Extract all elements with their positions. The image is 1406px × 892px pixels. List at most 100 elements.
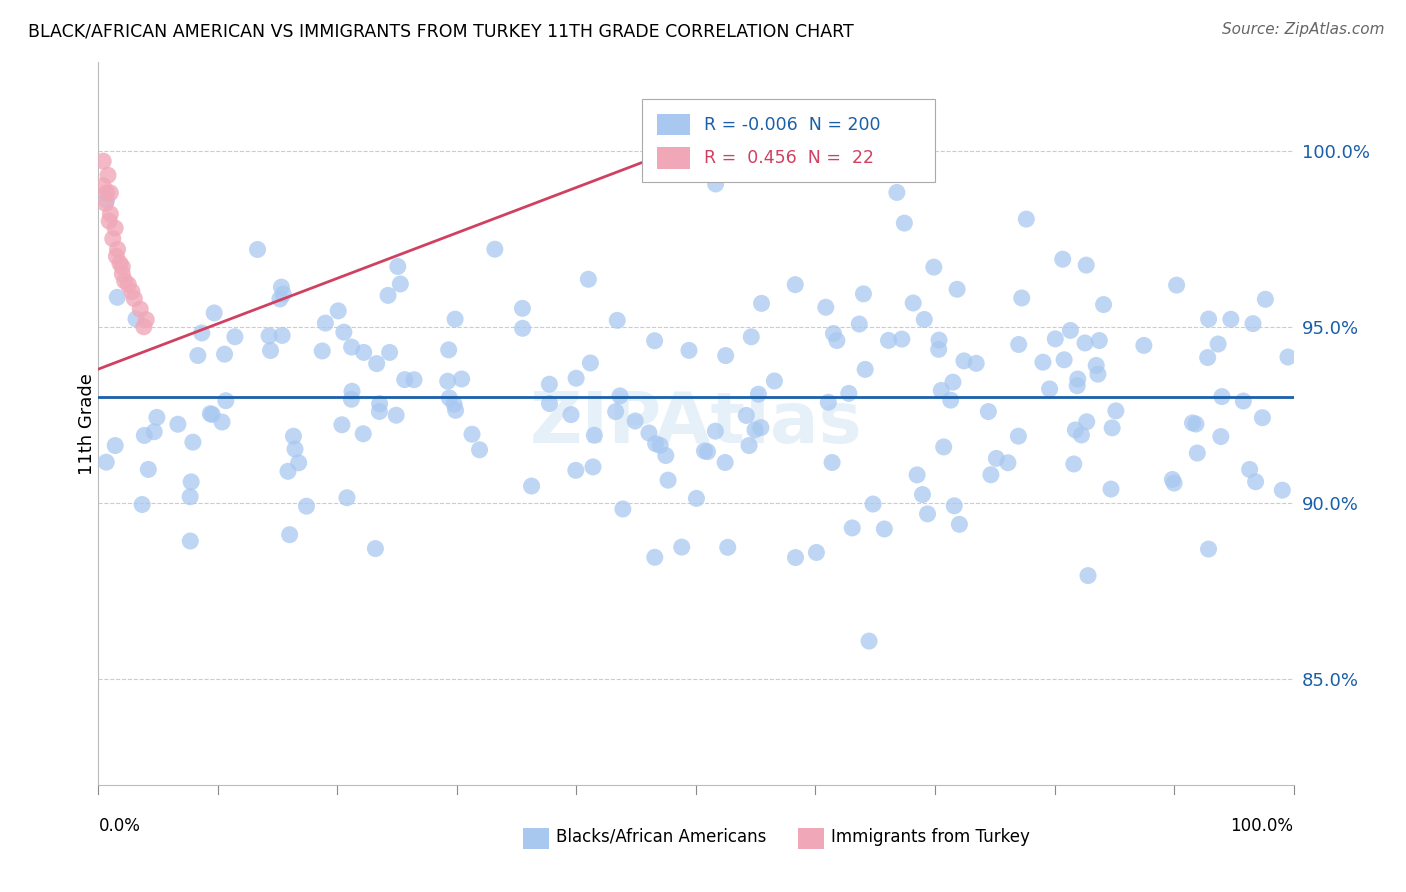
- Point: [1092, 297, 1115, 311]
- Point: [135, 312, 157, 326]
- Point: [333, 325, 356, 339]
- Point: [1059, 323, 1081, 337]
- Point: [1085, 359, 1108, 373]
- Point: [735, 409, 758, 423]
- Point: [1099, 482, 1122, 496]
- Point: [638, 425, 661, 440]
- Point: [738, 438, 761, 452]
- Point: [352, 426, 374, 441]
- Point: [905, 467, 928, 482]
- Point: [311, 343, 333, 358]
- Point: [143, 425, 166, 439]
- Point: [246, 243, 269, 257]
- Point: [271, 328, 294, 343]
- Point: [751, 296, 773, 310]
- Point: [890, 332, 912, 346]
- Point: [270, 280, 292, 294]
- Point: [468, 442, 491, 457]
- Point: [749, 420, 772, 434]
- Point: [385, 408, 408, 422]
- Point: [893, 216, 915, 230]
- Point: [104, 438, 127, 452]
- Point: [353, 345, 375, 359]
- Point: [1008, 337, 1031, 351]
- Point: [278, 527, 301, 541]
- Point: [125, 312, 148, 326]
- Point: [129, 302, 152, 317]
- Point: [364, 541, 387, 556]
- Point: [200, 407, 222, 421]
- Point: [132, 319, 155, 334]
- Point: [565, 463, 588, 477]
- Point: [257, 328, 280, 343]
- Point: [444, 312, 467, 326]
- Point: [201, 408, 224, 422]
- Point: [314, 316, 336, 330]
- Point: [328, 304, 350, 318]
- Point: [911, 487, 934, 501]
- Point: [1187, 446, 1209, 460]
- Point: [111, 260, 134, 274]
- Point: [202, 306, 225, 320]
- Point: [806, 545, 828, 559]
- Point: [378, 345, 401, 359]
- Point: [1166, 278, 1188, 293]
- Point: [817, 395, 839, 409]
- Point: [823, 326, 845, 341]
- Point: [678, 343, 700, 358]
- Point: [1181, 416, 1204, 430]
- Point: [917, 507, 939, 521]
- Point: [1271, 483, 1294, 498]
- Point: [657, 473, 679, 487]
- Point: [336, 491, 359, 505]
- Point: [108, 256, 131, 270]
- Point: [111, 267, 134, 281]
- Point: [96, 455, 118, 469]
- Point: [187, 349, 209, 363]
- Point: [644, 550, 666, 565]
- Point: [368, 397, 391, 411]
- Point: [1163, 476, 1185, 491]
- Point: [1198, 312, 1220, 326]
- Point: [1101, 421, 1123, 435]
- Point: [181, 435, 204, 450]
- Text: Source: ZipAtlas.com: Source: ZipAtlas.com: [1222, 22, 1385, 37]
- Point: [340, 384, 363, 399]
- Point: [98, 186, 122, 200]
- Point: [1161, 473, 1184, 487]
- Point: [538, 377, 561, 392]
- Point: [747, 387, 769, 401]
- Point: [560, 408, 582, 422]
- Point: [131, 498, 153, 512]
- Point: [444, 403, 467, 417]
- Point: [96, 186, 118, 200]
- Point: [94, 196, 117, 211]
- Point: [98, 214, 121, 228]
- Point: [538, 396, 561, 410]
- Text: ZIPAtlas: ZIPAtlas: [530, 389, 862, 458]
- Point: [512, 301, 534, 316]
- Point: [96, 193, 118, 207]
- Point: [814, 300, 837, 314]
- Point: [977, 404, 1000, 418]
- Point: [1206, 337, 1229, 351]
- Point: [1067, 372, 1090, 386]
- Point: [948, 517, 970, 532]
- Point: [1052, 252, 1074, 267]
- Point: [583, 428, 606, 442]
- Point: [901, 296, 924, 310]
- Point: [1254, 293, 1277, 307]
- Point: [295, 499, 318, 513]
- Point: [1087, 367, 1109, 381]
- Point: [1241, 317, 1264, 331]
- Point: [886, 186, 908, 200]
- Point: [1198, 542, 1220, 557]
- Point: [461, 427, 484, 442]
- Point: [1032, 355, 1054, 369]
- Point: [744, 423, 766, 437]
- Point: [565, 371, 588, 385]
- Point: [377, 288, 399, 302]
- Point: [215, 393, 238, 408]
- Point: [943, 499, 966, 513]
- Point: [704, 177, 727, 191]
